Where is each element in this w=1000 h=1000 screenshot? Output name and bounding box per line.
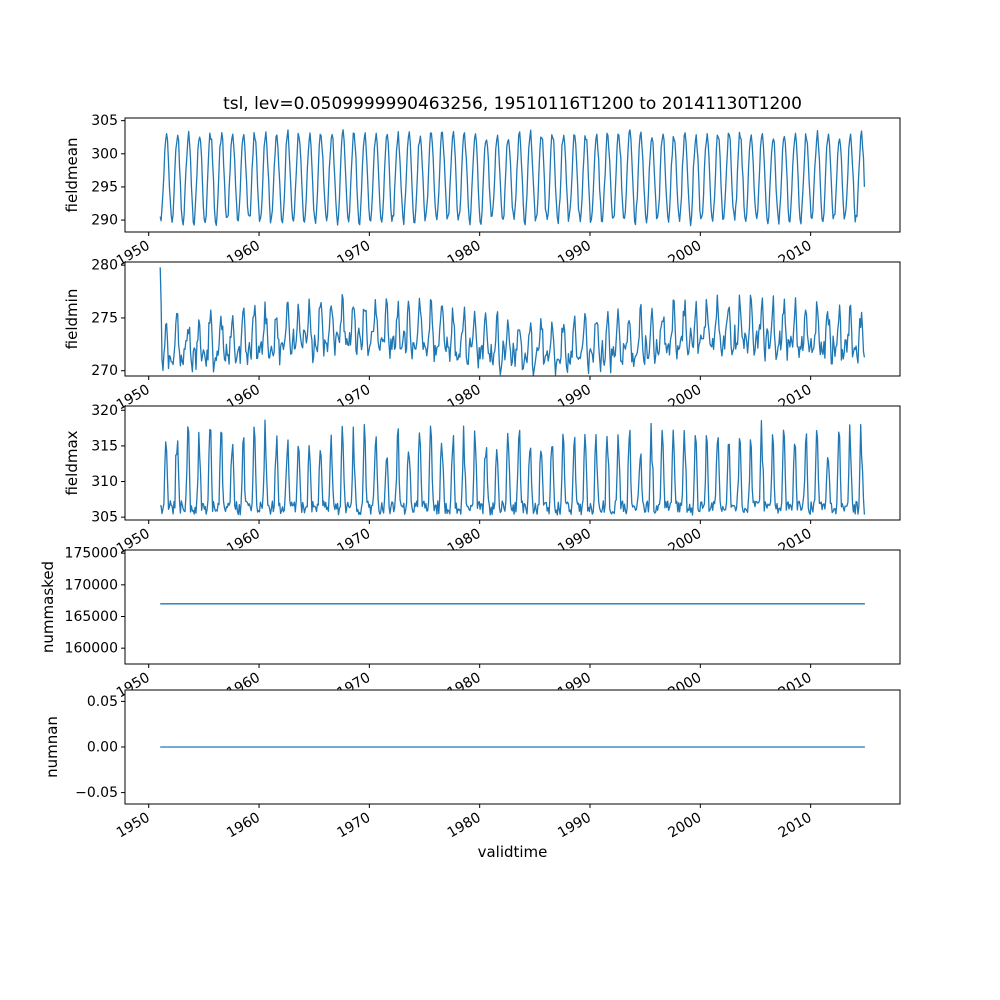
y-axis-label-nummasked: nummasked: [39, 560, 57, 654]
axes-background: [125, 550, 900, 664]
x-tick-label: 1980: [445, 810, 484, 842]
y-axis-label-fieldmean: fieldmean: [63, 137, 81, 213]
axes-frame: [124, 117, 901, 233]
y-tick-label: 0.05: [87, 694, 118, 710]
y-ticks: 305 310 315 320: [91, 403, 125, 526]
x-tick-label: 2010: [776, 810, 815, 842]
axes-frame: [124, 549, 901, 665]
y-tick-label: 280: [91, 258, 118, 274]
y-ticks: 290 295 300 305: [91, 113, 125, 229]
y-ticks: 270 275 280: [91, 258, 125, 379]
axes-frame: [124, 261, 901, 377]
x-tick-label: 1950: [114, 810, 153, 842]
y-tick-label: 275: [91, 310, 118, 326]
y-tick-label: 320: [91, 403, 118, 419]
series-line-fieldmean: [159, 129, 866, 227]
y-axis-label-fieldmin: fieldmin: [63, 288, 81, 350]
y-tick-label: 160000: [65, 641, 118, 657]
y-tick-label: 315: [91, 438, 118, 454]
y-tick-label: 300: [91, 146, 118, 162]
x-tick-label: 1960: [224, 810, 263, 842]
y-tick-label: 175000: [65, 546, 118, 562]
y-tick-label: 270: [91, 363, 118, 379]
y-tick-label: 0.00: [87, 740, 118, 756]
y-ticks: −0.05 0.00 0.05: [75, 694, 125, 801]
x-axis-label: validtime: [477, 843, 548, 861]
y-tick-label: 290: [91, 213, 118, 229]
series-line-fieldmax: [159, 419, 866, 516]
y-tick-label: 305: [91, 510, 118, 526]
y-tick-label: 165000: [65, 609, 118, 625]
x-tick-label: 1970: [334, 810, 373, 842]
y-tick-label: 305: [91, 113, 118, 129]
y-ticks: 160000 165000 170000 175000: [65, 546, 125, 657]
x-tick-label: 1990: [555, 810, 594, 842]
subplot-numnan: −0.05 0.00 0.05 1950 1960 1970 1980 1990 2000 201…: [75, 689, 901, 841]
x-ticks: 1950 1960 1970 1980 1990 2000 2010: [114, 804, 815, 841]
series-line-fieldmin: [159, 267, 866, 376]
y-axis-label-fieldmax: fieldmax: [63, 430, 81, 496]
axes-frame: [124, 405, 901, 521]
x-tick-label: 2000: [665, 810, 704, 842]
y-tick-label: 295: [91, 179, 118, 195]
y-tick-label: 170000: [65, 577, 118, 593]
chart-title: tsl, lev=0.0509999990463256, 19510116T12…: [223, 94, 802, 114]
y-axis-label-numnan: numnan: [43, 716, 61, 778]
y-tick-label: 310: [91, 474, 118, 490]
y-tick-label: −0.05: [75, 785, 118, 801]
